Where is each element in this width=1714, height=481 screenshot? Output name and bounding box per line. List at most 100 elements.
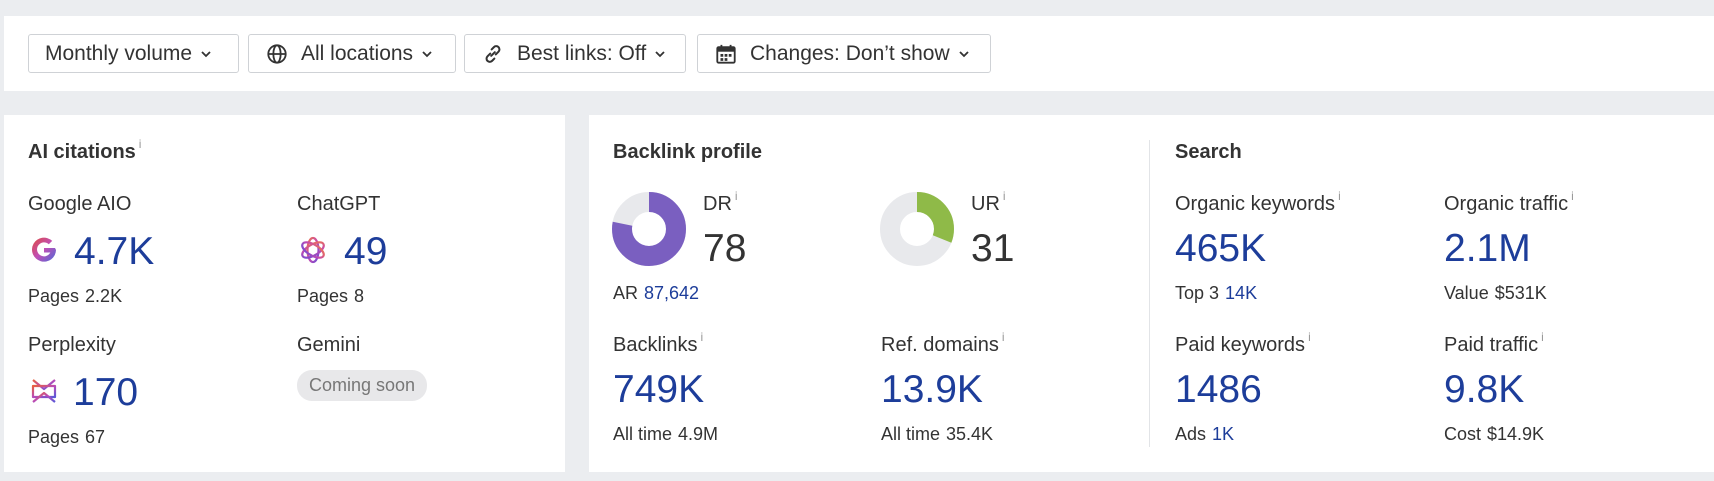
perplexity-value[interactable]: 170 bbox=[73, 371, 139, 414]
metrics-card bbox=[589, 115, 1714, 472]
ar-value[interactable]: 87,642 bbox=[644, 283, 700, 303]
pages-label: Pages bbox=[297, 286, 349, 306]
paid-keywords-ads: Ads 1K bbox=[1175, 424, 1234, 445]
google-icon bbox=[28, 234, 60, 266]
ads-label: Ads bbox=[1175, 424, 1207, 444]
ar-row: AR 87,642 bbox=[613, 283, 699, 304]
dr-donut-arc bbox=[612, 192, 686, 266]
pages-label: Pages bbox=[28, 427, 80, 447]
top3-value[interactable]: 14K bbox=[1225, 283, 1258, 303]
ref-domains-label: Ref. domains i bbox=[881, 330, 1005, 357]
info-icon[interactable]: i bbox=[1338, 189, 1341, 203]
info-icon[interactable]: i bbox=[700, 330, 704, 344]
ads-value[interactable]: 1K bbox=[1212, 424, 1235, 444]
organic-keywords-label-text: Organic keywords bbox=[1175, 193, 1336, 215]
organic-keywords-label: Organic keywords i bbox=[1175, 189, 1341, 216]
pages-value: 2.2K bbox=[85, 286, 123, 306]
all-time-value: 4.9M bbox=[678, 424, 719, 444]
info-icon[interactable]: i bbox=[734, 189, 738, 203]
chevron-down-icon bbox=[958, 48, 970, 60]
pages-value: 8 bbox=[354, 286, 365, 306]
best-links-label: Best links: Off bbox=[517, 41, 647, 65]
dr-label: DR i bbox=[703, 189, 738, 216]
filter-toolbar: Monthly volume All locations Best links:… bbox=[4, 16, 1714, 91]
organic-keywords-top3: Top 3 14K bbox=[1175, 283, 1257, 304]
section-divider bbox=[1149, 140, 1150, 447]
ai-citations-title: AI citations i bbox=[28, 137, 141, 164]
info-icon[interactable]: i bbox=[1001, 330, 1005, 344]
organic-traffic-label-text: Organic traffic bbox=[1444, 193, 1569, 215]
coming-soon-badge: Coming soon bbox=[297, 370, 428, 401]
traffic-value: $531K bbox=[1494, 283, 1547, 303]
perplexity-pages: Pages 67 bbox=[28, 427, 105, 448]
monthly-volume-label: Monthly volume bbox=[45, 41, 193, 65]
pages-label: Pages bbox=[28, 286, 80, 306]
best-links-dropdown[interactable]: Best links: Off bbox=[464, 34, 686, 73]
ai-citations-card bbox=[4, 115, 565, 472]
ur-label-text: UR bbox=[971, 193, 1000, 215]
paid-traffic-cost: Cost $14.9K bbox=[1444, 424, 1544, 445]
all-time-label: All time bbox=[613, 424, 673, 444]
dr-donut-chart bbox=[612, 192, 686, 266]
ur-donut-chart bbox=[880, 192, 954, 266]
perplexity-icon bbox=[28, 375, 60, 407]
backlinks-label: Backlinks i bbox=[613, 330, 703, 357]
ar-label: AR bbox=[613, 283, 639, 303]
locations-dropdown[interactable]: All locations bbox=[248, 34, 456, 73]
organic-traffic-value[interactable]: 2.1M bbox=[1444, 227, 1531, 270]
backlinks-label-text: Backlinks bbox=[613, 334, 698, 356]
info-icon[interactable]: i bbox=[1571, 189, 1574, 203]
link-icon bbox=[481, 42, 505, 66]
gemini-label: Gemini bbox=[297, 334, 361, 356]
ref-domains-value[interactable]: 13.9K bbox=[881, 368, 983, 411]
search-title: Search bbox=[1175, 141, 1242, 163]
paid-traffic-label: Paid traffic i bbox=[1444, 330, 1544, 357]
organic-keywords-value[interactable]: 465K bbox=[1175, 227, 1267, 270]
ref-domains-all-time: All time 35.4K bbox=[881, 424, 993, 445]
monthly-volume-dropdown[interactable]: Monthly volume bbox=[28, 34, 239, 73]
google-aio-label: Google AIO bbox=[28, 193, 132, 215]
ur-donut-arc bbox=[880, 192, 954, 266]
dr-label-text: DR bbox=[703, 193, 732, 215]
dr-value: 78 bbox=[703, 227, 747, 270]
backlink-profile-title: Backlink profile bbox=[613, 141, 762, 163]
paid-keywords-label: Paid keywords i bbox=[1175, 330, 1311, 357]
info-icon[interactable]: i bbox=[1541, 330, 1544, 344]
cost-label: Cost bbox=[1444, 424, 1482, 444]
locations-label: All locations bbox=[301, 41, 414, 65]
paid-keywords-value[interactable]: 1486 bbox=[1175, 368, 1262, 411]
info-icon[interactable]: i bbox=[138, 137, 142, 151]
ur-value: 31 bbox=[971, 227, 1015, 270]
changes-label: Changes: Don’t show bbox=[750, 41, 950, 65]
chatgpt-label: ChatGPT bbox=[297, 193, 381, 215]
paid-traffic-value[interactable]: 9.8K bbox=[1444, 368, 1525, 411]
organic-traffic-label: Organic traffic i bbox=[1444, 189, 1574, 216]
chevron-down-icon bbox=[200, 48, 212, 60]
info-icon[interactable]: i bbox=[1002, 189, 1006, 203]
calendar-icon bbox=[714, 42, 738, 66]
backlinks-all-time: All time 4.9M bbox=[613, 424, 718, 445]
chevron-down-icon bbox=[654, 48, 666, 60]
info-icon[interactable]: i bbox=[1308, 330, 1311, 344]
paid-keywords-label-text: Paid keywords bbox=[1175, 334, 1306, 356]
chatgpt-icon bbox=[297, 234, 329, 266]
backlinks-value[interactable]: 749K bbox=[613, 368, 705, 411]
organic-traffic-value-row: Value $531K bbox=[1444, 283, 1547, 304]
cost-value: $14.9K bbox=[1487, 424, 1545, 444]
ref-domains-label-text: Ref. domains bbox=[881, 334, 999, 356]
changes-dropdown[interactable]: Changes: Don’t show bbox=[697, 34, 991, 73]
ur-label: UR i bbox=[971, 189, 1006, 216]
top3-label: Top 3 bbox=[1175, 283, 1220, 303]
chatgpt-pages: Pages 8 bbox=[297, 286, 364, 307]
paid-traffic-label-text: Paid traffic bbox=[1444, 334, 1539, 356]
perplexity-label: Perplexity bbox=[28, 334, 116, 356]
google-aio-pages: Pages 2.2K bbox=[28, 286, 122, 307]
ai-citations-title-text: AI citations bbox=[28, 141, 136, 163]
value-label: Value bbox=[1444, 283, 1489, 303]
pages-value: 67 bbox=[85, 427, 106, 447]
google-aio-value[interactable]: 4.7K bbox=[74, 230, 155, 273]
all-time-label: All time bbox=[881, 424, 941, 444]
globe-icon bbox=[265, 42, 289, 66]
chevron-down-icon bbox=[421, 48, 433, 60]
chatgpt-value[interactable]: 49 bbox=[344, 230, 388, 273]
